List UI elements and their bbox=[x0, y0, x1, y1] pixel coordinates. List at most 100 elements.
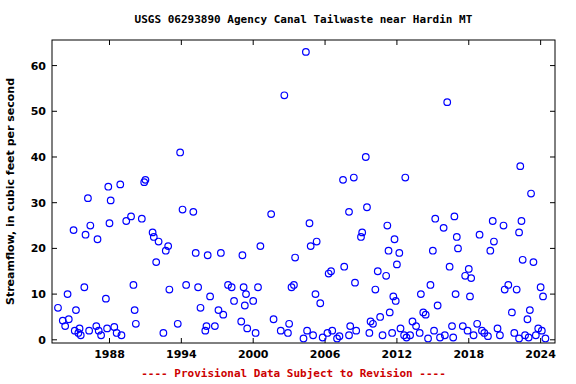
point bbox=[379, 332, 386, 339]
point bbox=[197, 305, 204, 312]
point bbox=[228, 284, 235, 291]
y-tick-label: 60 bbox=[31, 60, 47, 73]
y-tick bbox=[52, 248, 57, 249]
point bbox=[131, 307, 138, 314]
point bbox=[149, 229, 156, 236]
point bbox=[103, 295, 110, 302]
point bbox=[418, 291, 425, 298]
point bbox=[98, 332, 105, 339]
x-tick-label: 1988 bbox=[94, 348, 125, 361]
point bbox=[524, 316, 531, 323]
point bbox=[451, 213, 458, 220]
point bbox=[527, 307, 534, 314]
plot-frame bbox=[52, 40, 555, 343]
point bbox=[351, 174, 358, 181]
point bbox=[238, 318, 245, 325]
point bbox=[397, 325, 404, 332]
point bbox=[413, 323, 420, 330]
point bbox=[530, 259, 537, 266]
point bbox=[533, 332, 540, 339]
point bbox=[542, 335, 549, 342]
y-tick bbox=[550, 248, 555, 249]
point bbox=[55, 305, 62, 312]
point bbox=[384, 222, 391, 229]
y-tick bbox=[52, 202, 57, 203]
chart: USGS 06293890 Agency Canal Tailwaste nea… bbox=[0, 0, 576, 384]
x-tick-label: 2018 bbox=[453, 348, 484, 361]
point bbox=[165, 243, 172, 250]
point bbox=[391, 236, 398, 243]
point bbox=[317, 300, 324, 307]
point bbox=[250, 298, 257, 305]
point bbox=[444, 99, 451, 106]
point bbox=[464, 327, 471, 334]
point bbox=[402, 174, 409, 181]
point bbox=[358, 234, 365, 241]
point bbox=[87, 222, 94, 229]
point bbox=[425, 335, 432, 342]
point bbox=[470, 332, 477, 339]
y-tick bbox=[550, 294, 555, 295]
point bbox=[306, 220, 313, 227]
point bbox=[385, 247, 392, 254]
point bbox=[76, 325, 83, 332]
point bbox=[277, 327, 284, 334]
y-tick-label: 50 bbox=[31, 105, 47, 118]
point bbox=[195, 284, 202, 291]
y-tick bbox=[550, 202, 555, 203]
x-tick-label: 2012 bbox=[382, 348, 413, 361]
point bbox=[353, 327, 360, 334]
point bbox=[73, 307, 80, 314]
point bbox=[341, 263, 348, 270]
point bbox=[537, 284, 544, 291]
point bbox=[352, 279, 359, 286]
point bbox=[218, 250, 225, 257]
point bbox=[310, 332, 317, 339]
point bbox=[432, 215, 439, 222]
point bbox=[516, 229, 523, 236]
x-tick bbox=[109, 40, 110, 45]
point bbox=[505, 282, 512, 289]
point bbox=[82, 231, 89, 238]
point bbox=[179, 206, 186, 213]
point bbox=[239, 252, 246, 259]
point bbox=[177, 149, 184, 156]
x-tick bbox=[109, 338, 110, 343]
point bbox=[117, 181, 124, 188]
point bbox=[153, 259, 160, 266]
point bbox=[292, 254, 299, 261]
point bbox=[474, 321, 481, 328]
annotation: ---- Provisional Data Subject to Revisio… bbox=[141, 367, 446, 380]
point bbox=[346, 209, 353, 216]
point bbox=[142, 177, 149, 184]
point bbox=[81, 284, 88, 291]
point bbox=[104, 325, 111, 332]
point bbox=[346, 332, 353, 339]
y-tick bbox=[52, 339, 57, 340]
point bbox=[519, 257, 526, 264]
x-tick bbox=[181, 40, 182, 45]
point bbox=[485, 333, 492, 340]
point bbox=[390, 293, 397, 300]
y-tick bbox=[550, 156, 555, 157]
point bbox=[386, 309, 393, 316]
x-tick bbox=[325, 40, 326, 45]
point bbox=[303, 49, 310, 56]
y-tick bbox=[52, 156, 57, 157]
point bbox=[366, 330, 373, 337]
x-tick-label: 1994 bbox=[166, 348, 197, 361]
point bbox=[427, 282, 434, 289]
point bbox=[422, 311, 429, 318]
y-tick-label: 10 bbox=[31, 288, 47, 301]
point bbox=[409, 318, 416, 325]
point bbox=[364, 204, 371, 211]
point bbox=[207, 293, 214, 300]
point bbox=[465, 266, 472, 273]
point bbox=[517, 163, 524, 170]
point bbox=[453, 234, 460, 241]
point bbox=[467, 293, 474, 300]
point bbox=[501, 286, 508, 293]
point bbox=[487, 247, 494, 254]
x-tick bbox=[468, 338, 469, 343]
point bbox=[389, 330, 396, 337]
